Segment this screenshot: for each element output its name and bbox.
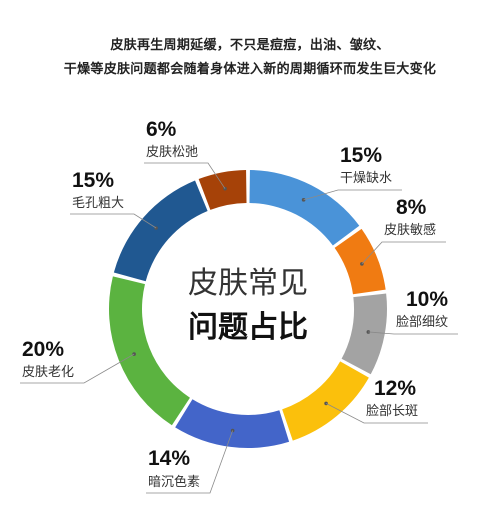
leader-line-4 — [325, 403, 428, 424]
category-label-5: 暗沉色素 — [148, 474, 200, 490]
value-label-8: 6% — [146, 118, 177, 141]
center-subtitle: 问题占比 — [188, 310, 308, 345]
value-label-6: 20% — [22, 338, 64, 361]
slice-6 — [108, 276, 190, 426]
slice-4 — [282, 361, 369, 441]
center-title: 皮肤常见 — [188, 266, 308, 301]
slices — [108, 170, 387, 448]
headline-line-2: 干燥等皮肤问题都会随着身体进入新的周期循环而发生巨大变化 — [63, 62, 437, 77]
leader-line-6 — [20, 353, 135, 384]
value-label-3: 10% — [406, 288, 448, 311]
headline-line-1: 皮肤再生周期延缓，不只是痘痘，出油、皱纹、 — [110, 38, 390, 53]
leader-line-7 — [70, 213, 157, 229]
value-label-4: 12% — [374, 377, 416, 400]
category-label-6: 皮肤老化 — [22, 365, 74, 380]
slice-5 — [175, 399, 290, 448]
leader-lines — [20, 162, 458, 494]
leader-line-3 — [368, 331, 458, 335]
value-label-7: 15% — [72, 169, 114, 192]
category-label-7: 毛孔粗大 — [72, 196, 124, 211]
category-label-1: 干燥缺水 — [340, 171, 392, 186]
slice-3 — [341, 293, 387, 375]
category-label-4: 脸部长斑 — [366, 404, 418, 419]
slice-2 — [334, 228, 386, 295]
slice-labels: 15% 干燥缺水 8% 皮肤敏感 10% 脸部细纹 12% 脸部长斑 14% 暗沉色素 20% 皮肤老… — [22, 118, 448, 490]
slice-8 — [198, 170, 247, 210]
value-label-5: 14% — [148, 447, 190, 470]
category-label-3: 脸部细纹 — [396, 315, 448, 330]
value-label-1: 15% — [340, 144, 382, 167]
category-label-8: 皮肤松弛 — [146, 145, 198, 160]
slice-7 — [113, 180, 208, 282]
slice-1 — [249, 170, 360, 246]
leader-line-1 — [303, 189, 402, 201]
leader-line-2 — [361, 241, 446, 265]
leader-line-5 — [146, 430, 234, 494]
value-label-2: 8% — [396, 196, 427, 219]
leader-line-8 — [144, 162, 226, 189]
category-label-2: 皮肤敏感 — [384, 222, 436, 238]
